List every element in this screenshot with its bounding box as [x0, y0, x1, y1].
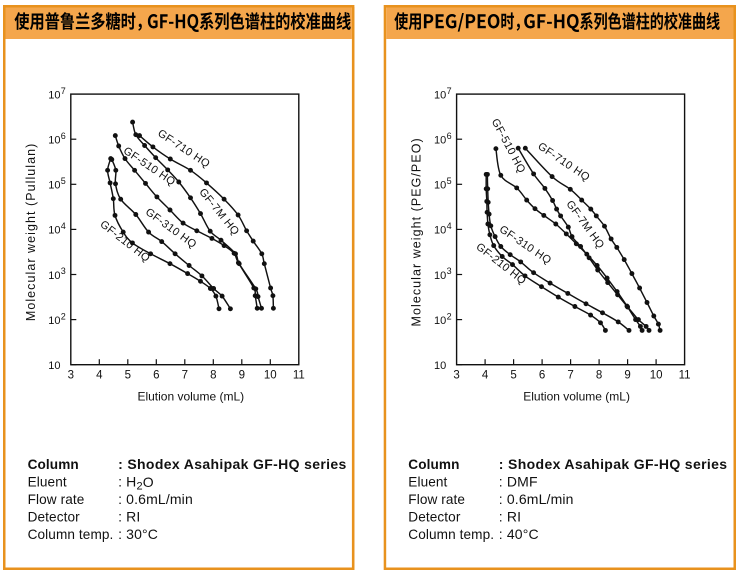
- svg-text:7: 7: [567, 370, 573, 382]
- svg-text:Molecular weight (Pullulan): Molecular weight (Pullulan): [24, 143, 38, 321]
- svg-text:4: 4: [482, 370, 489, 382]
- svg-text:10: 10: [48, 89, 60, 101]
- svg-text:6: 6: [153, 370, 159, 382]
- svg-text:6: 6: [447, 131, 452, 141]
- svg-text:: RI: : RI: [118, 509, 140, 525]
- svg-text:5: 5: [125, 370, 131, 382]
- svg-text:11: 11: [679, 370, 691, 382]
- svg-text:7: 7: [447, 86, 452, 96]
- svg-text:10: 10: [650, 370, 663, 382]
- svg-text:10: 10: [434, 135, 446, 147]
- svg-text:10: 10: [434, 360, 446, 372]
- svg-text:Elution volume (mL): Elution volume (mL): [137, 390, 244, 404]
- svg-text:4: 4: [96, 370, 103, 382]
- svg-text:: 0.6mL/min: : 0.6mL/min: [118, 491, 193, 507]
- svg-text:10: 10: [48, 225, 60, 237]
- svg-text:10: 10: [48, 270, 60, 282]
- svg-text:10: 10: [434, 270, 446, 282]
- svg-text:Elution volume (mL): Elution volume (mL): [523, 390, 630, 404]
- svg-text:5: 5: [510, 370, 516, 382]
- svg-text:3: 3: [453, 370, 459, 382]
- svg-text:10: 10: [48, 135, 60, 147]
- svg-text:: 40°C: : 40°C: [499, 526, 539, 542]
- svg-text:: DMF: : DMF: [499, 474, 538, 490]
- svg-text:5: 5: [61, 176, 66, 186]
- svg-text:Flow rate: Flow rate: [28, 492, 85, 507]
- svg-text:Column: Column: [408, 457, 459, 472]
- svg-text:: RI: : RI: [499, 509, 521, 525]
- svg-text:: H2O: : H2O: [118, 474, 154, 493]
- svg-text:10: 10: [48, 360, 60, 372]
- svg-text:2: 2: [447, 311, 452, 321]
- svg-text:Flow rate: Flow rate: [408, 492, 465, 507]
- svg-text:11: 11: [293, 370, 305, 382]
- svg-text:10: 10: [264, 370, 277, 382]
- svg-text:: 30°C: : 30°C: [118, 526, 158, 542]
- svg-text:Detector: Detector: [28, 510, 81, 525]
- svg-text:3: 3: [68, 370, 74, 382]
- svg-text:5: 5: [447, 176, 452, 186]
- svg-text:Detector: Detector: [408, 510, 461, 525]
- svg-text:2: 2: [61, 311, 66, 321]
- svg-text:Eluent: Eluent: [28, 475, 67, 490]
- svg-text:3: 3: [447, 266, 452, 276]
- svg-text:10: 10: [48, 180, 60, 192]
- svg-text:Column temp.: Column temp.: [28, 527, 114, 542]
- svg-text:7: 7: [61, 86, 66, 96]
- svg-text:8: 8: [210, 370, 216, 382]
- svg-text:Eluent: Eluent: [408, 475, 447, 490]
- svg-text:Molecular weight (PEG/PEO): Molecular weight (PEG/PEO): [410, 137, 424, 326]
- svg-text:10: 10: [434, 89, 446, 101]
- svg-text:7: 7: [182, 370, 188, 382]
- svg-text:3: 3: [61, 266, 66, 276]
- svg-text:8: 8: [596, 370, 602, 382]
- svg-text:4: 4: [61, 221, 66, 231]
- svg-text:10: 10: [434, 180, 446, 192]
- svg-text:10: 10: [48, 315, 60, 327]
- svg-text:9: 9: [239, 370, 245, 382]
- svg-text:Column: Column: [28, 457, 79, 472]
- svg-text:6: 6: [61, 131, 66, 141]
- svg-text:10: 10: [434, 225, 446, 237]
- svg-text:Column temp.: Column temp.: [408, 527, 494, 542]
- svg-text:6: 6: [539, 370, 545, 382]
- svg-text:10: 10: [434, 315, 446, 327]
- svg-text:: Shodex Asahipak GF-HQ series: : Shodex Asahipak GF-HQ series: [499, 456, 728, 472]
- svg-text:: Shodex Asahipak GF-HQ series: : Shodex Asahipak GF-HQ series: [118, 456, 347, 472]
- svg-text:4: 4: [447, 221, 452, 231]
- svg-text:: 0.6mL/min: : 0.6mL/min: [499, 491, 574, 507]
- svg-text:9: 9: [624, 370, 630, 382]
